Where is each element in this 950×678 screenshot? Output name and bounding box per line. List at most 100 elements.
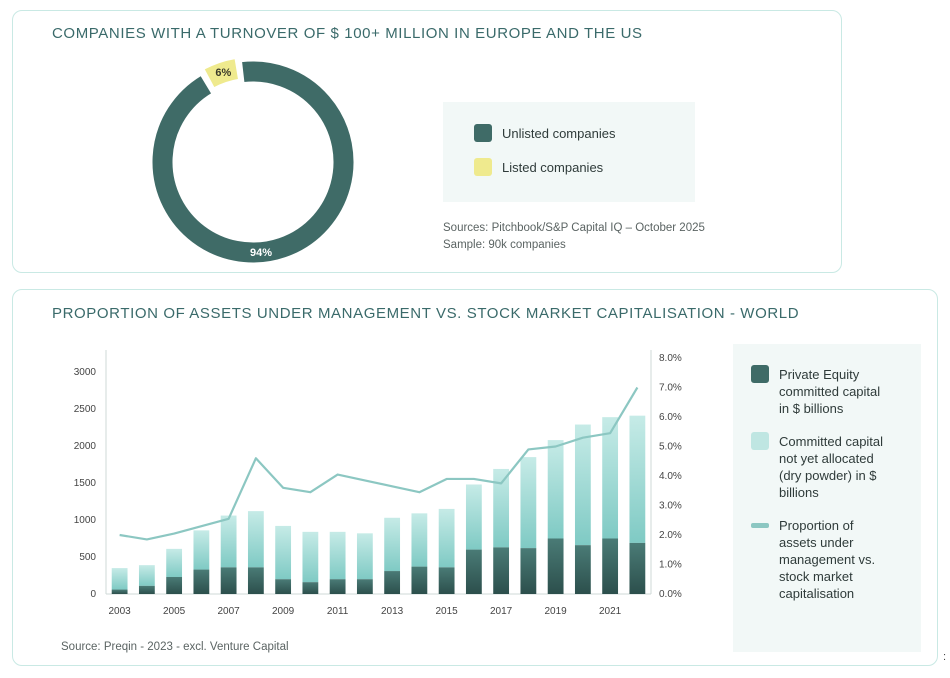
bar-pe-committed [275,579,292,594]
x-tick-label: 2003 [109,606,132,617]
bar-dry-powder [411,513,428,567]
donut-legend: Unlisted companies Listed companies [443,102,695,202]
line-aum-proportion [119,386,639,541]
y-right-tick-label: 5.0% [659,442,682,453]
bar-pe-committed [493,547,510,594]
bar-pe-committed [384,571,401,594]
x-tick-label: 2011 [327,606,349,617]
bar-dry-powder [384,517,401,572]
bar-pe-committed [247,567,264,594]
y-left-tick-label: 1500 [74,478,97,489]
y-left-tick-label: 500 [79,552,96,563]
y-right-tick-label: 0.0% [659,589,682,600]
donut-slice-listed [203,58,240,89]
y-right-tick-label: 4.0% [659,471,682,482]
bar-dry-powder [111,568,128,590]
legend-item-pe-committed: Private Equity committed capital in $ bi… [751,365,921,417]
legend-swatch-unlisted [474,124,492,142]
bar-pe-committed [302,582,319,594]
legend-item-listed: Listed companies [474,158,695,176]
donut-label-unlisted: 94% [250,247,272,259]
y-left-tick-label: 1000 [74,515,97,526]
aum-legend: Private Equity committed capital in $ bi… [733,344,921,652]
y-right-tick-label: 7.0% [659,383,682,394]
x-tick-label: 2009 [272,606,295,617]
bar-pe-committed [111,589,128,594]
bar-dry-powder [493,468,510,548]
turnover-card-title: COMPANIES WITH A TURNOVER OF $ 100+ MILL… [52,25,643,42]
bar-pe-committed [547,538,564,594]
bar-pe-committed [574,545,591,594]
bar-dry-powder [602,417,619,539]
bar-pe-committed [138,585,155,594]
bar-dry-powder [438,508,455,568]
y-left-tick-label: 3000 [74,367,97,378]
donut-sources-line: Sources: Pitchbook/S&P Capital IQ – Octo… [443,222,705,234]
y-left-tick-label: 0 [90,589,96,600]
donut-slice-unlisted [151,60,355,264]
y-right-tick-label: 1.0% [659,560,682,571]
y-right-tick-label: 6.0% [659,412,682,423]
bar-pe-committed [465,549,482,594]
y-right-tick-label: 3.0% [659,501,682,512]
bar-dry-powder [302,531,319,583]
legend-label-pe-committed: Private Equity committed capital in $ bi… [779,367,881,416]
chart-axes [105,350,652,595]
bar-pe-committed [356,579,373,594]
y-right-tick-label: 8.0% [659,353,682,364]
bar-pe-committed [193,569,210,594]
bar-pe-committed [411,566,428,594]
bar-dry-powder [465,484,482,550]
donut-chart: 94% 6% [151,58,355,264]
bar-dry-powder [520,457,537,549]
bar-dry-powder [356,533,373,580]
aum-source: Source: Preqin - 2023 - excl. Venture Ca… [61,641,289,653]
y-left-tick-label: 2500 [74,404,97,415]
legend-item-unlisted: Unlisted companies [474,124,695,142]
bar-pe-committed [520,548,537,594]
donut-label-listed: 6% [215,67,231,79]
aum-card-title: PROPORTION OF ASSETS UNDER MANAGEMENT VS… [52,305,800,322]
page-edge-mark: : [943,651,947,663]
x-tick-label: 2019 [545,606,568,617]
legend-label-dry-powder: Committed capital not yet allocated (dry… [779,434,884,500]
legend-label-listed: Listed companies [502,160,604,175]
bar-dry-powder [138,565,155,586]
bar-pe-committed [602,538,619,594]
bar-dry-powder [275,525,292,580]
bar-pe-committed [166,576,183,594]
legend-item-aum-proportion: Proportion of assets under management vs… [751,517,921,602]
bar-pe-committed [329,579,346,594]
legend-item-dry-powder: Committed capital not yet allocated (dry… [751,432,921,501]
bar-dry-powder [574,424,591,546]
legend-swatch-listed [474,158,492,176]
x-tick-label: 2013 [381,606,404,617]
legend-label-unlisted: Unlisted companies [502,126,616,141]
bar-pe-committed [438,567,455,594]
bar-pe-committed [220,567,237,594]
bar-dry-powder [166,548,183,577]
y-right-tick-label: 2.0% [659,530,682,541]
x-tick-label: 2017 [490,606,513,617]
x-tick-label: 2021 [599,606,622,617]
x-tick-label: 2015 [436,606,459,617]
turnover-card: COMPANIES WITH A TURNOVER OF $ 100+ MILL… [12,10,842,273]
aum-combo-chart: 0 500 1000 1500 2000 2500 3000 0.0% 1.0% 2.0% 3.0%… [74,350,682,617]
legend-swatch-aum-proportion [751,523,769,528]
bar-dry-powder [329,531,346,580]
bar-dry-powder [547,440,564,539]
bar-dry-powder [629,415,646,543]
bar-pe-committed [629,542,646,594]
donut-sample-line: Sample: 90k companies [443,239,566,251]
aum-card: PROPORTION OF ASSETS UNDER MANAGEMENT VS… [12,289,938,666]
bar-dry-powder [193,530,210,570]
bar-dry-powder [220,515,237,568]
legend-swatch-dry-powder [751,432,769,450]
bar-dry-powder [247,511,264,568]
legend-swatch-pe-committed [751,365,769,383]
legend-label-aum-proportion: Proportion of assets under management vs… [779,518,876,601]
donut-sources: Sources: Pitchbook/S&P Capital IQ – Octo… [443,220,705,254]
x-tick-label: 2007 [218,606,241,617]
x-tick-label: 2005 [163,606,186,617]
y-left-tick-label: 2000 [74,441,97,452]
